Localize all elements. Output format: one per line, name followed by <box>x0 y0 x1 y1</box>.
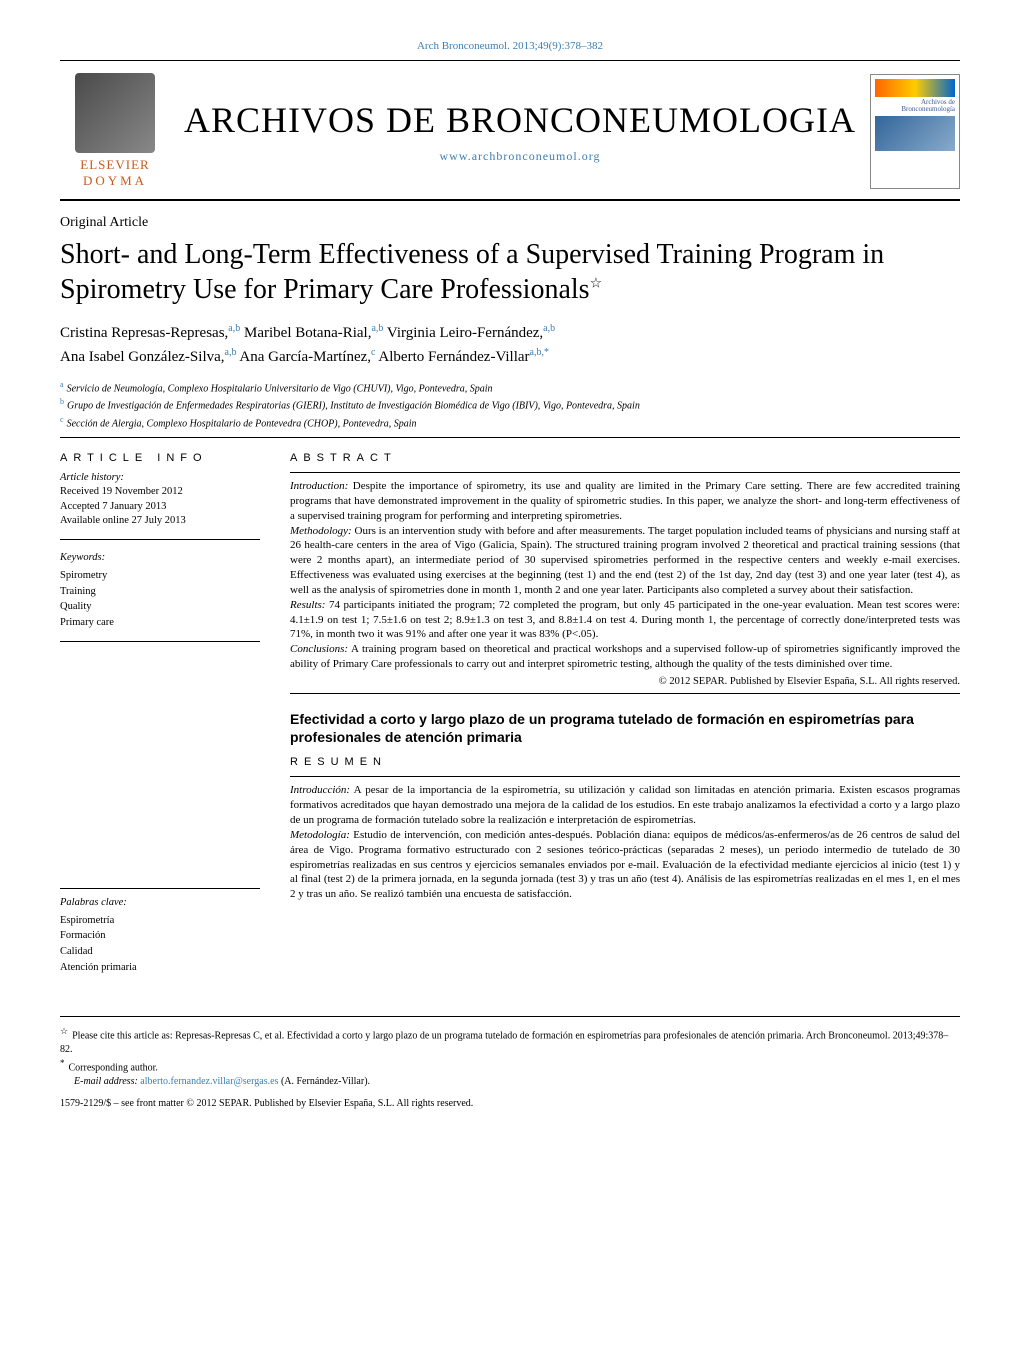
author: Maribel Botana-Rial,a,b <box>244 325 383 341</box>
abstract-en: Introduction: Despite the importance of … <box>290 479 960 672</box>
article-type: Original Article <box>60 215 960 231</box>
divider <box>60 437 960 438</box>
author-list: Cristina Represas-Represas,a,b Maribel B… <box>60 321 960 369</box>
abstract-column: ABSTRACT Introduction: Despite the impor… <box>290 452 960 976</box>
author: Ana Isabel González-Silva,a,b <box>60 349 236 365</box>
journal-header: ARCHIVOS DE BRONCONEUMOLOGIA www.archbro… <box>170 99 870 164</box>
elsevier-tree-icon <box>75 73 155 153</box>
article-title-es: Efectividad a corto y largo plazo de un … <box>290 710 960 746</box>
email-line: E-mail address: alberto.fernandez.villar… <box>74 1075 960 1089</box>
publisher-name-top: ELSEVIER <box>80 157 149 173</box>
abstract-header: ABSTRACT <box>290 452 960 464</box>
journal-title: ARCHIVOS DE BRONCONEUMOLOGIA <box>170 99 870 141</box>
affiliations: aServicio de Neumología, Complexo Hospit… <box>60 379 960 431</box>
abstract-es: Introducción: A pesar de la importancia … <box>290 783 960 902</box>
front-matter: 1579-2129/$ – see front matter © 2012 SE… <box>60 1097 960 1111</box>
author: Virginia Leiro-Fernández,a,b <box>387 325 555 341</box>
article-title: Short- and Long-Term Effectiveness of a … <box>60 237 960 307</box>
divider <box>60 199 960 201</box>
journal-url[interactable]: www.archbronconeumol.org <box>170 149 870 164</box>
resumen-header: RESUMEN <box>290 756 960 768</box>
footnote-star-icon: ☆ <box>590 277 603 292</box>
corresponding-author: *Corresponding author. <box>60 1057 960 1075</box>
article-history: Article history: Received 19 November 20… <box>60 472 260 540</box>
masthead: ELSEVIER DOYMA ARCHIVOS DE BRONCONEUMOLO… <box>60 60 960 195</box>
journal-cover-thumbnail: Archivos de Bronconeumología <box>870 74 960 189</box>
publisher-name-bottom: DOYMA <box>83 173 147 189</box>
article-info-column: ARTICLE INFO Article history: Received 1… <box>60 452 260 976</box>
citation-footnote: ☆Please cite this article as: Represas-R… <box>60 1025 960 1057</box>
citation-link[interactable]: Arch Bronconeumol. 2013;49(9):378–382 <box>60 40 960 52</box>
keywords-es: Palabras clave: Espirometría Formación C… <box>60 895 260 976</box>
email-link[interactable]: alberto.fernandez.villar@sergas.es <box>140 1076 278 1087</box>
author: Ana García-Martínez,c <box>239 349 375 365</box>
footer: ☆Please cite this article as: Represas-R… <box>60 1016 960 1112</box>
publisher-logo: ELSEVIER DOYMA <box>60 73 170 189</box>
copyright-en: © 2012 SEPAR. Published by Elsevier Espa… <box>290 676 960 687</box>
article-info-header: ARTICLE INFO <box>60 452 260 464</box>
keywords-en: Keywords: Spirometry Training Quality Pr… <box>60 550 260 642</box>
author: Cristina Represas-Represas,a,b <box>60 325 240 341</box>
author: Alberto Fernández-Villara,b,* <box>378 349 549 365</box>
